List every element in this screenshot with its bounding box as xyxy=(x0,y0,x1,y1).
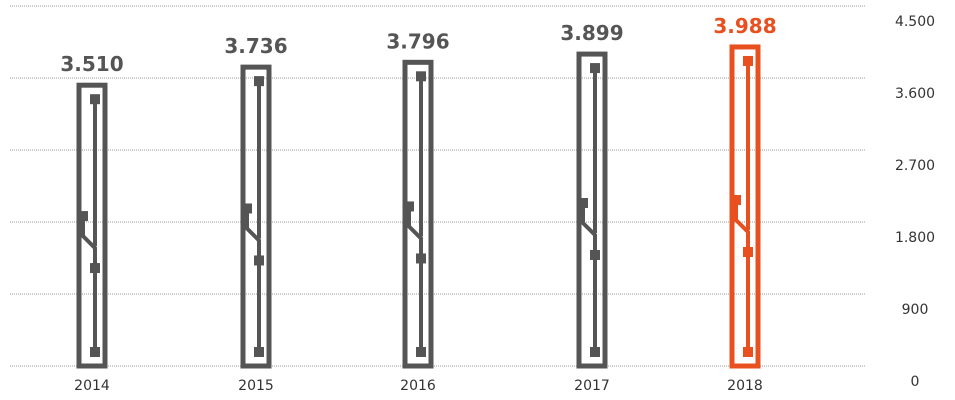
bars xyxy=(76,44,761,369)
bar-connector xyxy=(416,253,426,264)
bar-connector xyxy=(590,347,600,357)
value-label-2016: 3.796 xyxy=(386,29,449,53)
x-tick-label-2016: 2016 xyxy=(400,378,436,394)
bar-frame xyxy=(729,44,761,369)
bar-2015 xyxy=(240,64,272,369)
y-tick-label: 3.600 xyxy=(895,86,935,102)
bar-connector xyxy=(578,197,588,208)
bar-connector xyxy=(743,247,753,258)
value-label-2018: 3.988 xyxy=(713,14,776,38)
bar-inner-line xyxy=(81,216,97,352)
value-label-2015: 3.736 xyxy=(224,34,287,58)
bar-connector xyxy=(590,249,600,260)
bar-inner-line xyxy=(245,208,261,352)
bar-2018 xyxy=(729,44,761,369)
gridlines xyxy=(10,5,865,367)
bar-inner-line xyxy=(581,202,597,352)
x-tick-label-2018: 2018 xyxy=(727,378,763,394)
bar-connector xyxy=(254,76,264,87)
bar-connector xyxy=(590,63,600,74)
x-tick-label-2015: 2015 xyxy=(238,378,274,394)
bar-2017 xyxy=(576,51,608,369)
bar-inner-line xyxy=(734,200,750,352)
bar-connector xyxy=(90,263,100,274)
bar-connector xyxy=(404,201,414,212)
bar-connector xyxy=(242,203,252,214)
bar-frame xyxy=(76,82,108,369)
y-tick-label: 4.500 xyxy=(895,14,935,30)
bar-connector xyxy=(90,94,100,105)
bar-connector xyxy=(743,347,753,357)
y-tick-label: 0 xyxy=(911,374,920,390)
bar-inner-line xyxy=(407,206,423,352)
bar-connector xyxy=(90,347,100,357)
bar-connector xyxy=(743,55,753,66)
bar-connector xyxy=(254,255,264,266)
bar-2016 xyxy=(402,59,434,369)
x-tick-label-2014: 2014 xyxy=(74,378,110,394)
y-tick-label: 900 xyxy=(902,302,929,318)
labels: 0 900 1.800 2.700 3.600 4.500 3.510 2014 3.736 20… xyxy=(60,14,935,394)
bar-frame xyxy=(576,51,608,369)
bar-connector xyxy=(731,195,741,206)
bar-2014 xyxy=(76,82,108,369)
bar-connector xyxy=(416,347,426,357)
y-tick-label: 1.800 xyxy=(895,230,935,246)
bar-connector xyxy=(78,211,88,222)
y-tick-label: 2.700 xyxy=(895,158,935,174)
bar-frame xyxy=(402,59,434,369)
value-label-2014: 3.510 xyxy=(60,52,123,76)
bar-frame xyxy=(240,64,272,369)
x-tick-label-2017: 2017 xyxy=(574,378,610,394)
bar-connector xyxy=(416,71,426,82)
bar-connector xyxy=(254,347,264,357)
value-label-2017: 3.899 xyxy=(560,21,623,45)
